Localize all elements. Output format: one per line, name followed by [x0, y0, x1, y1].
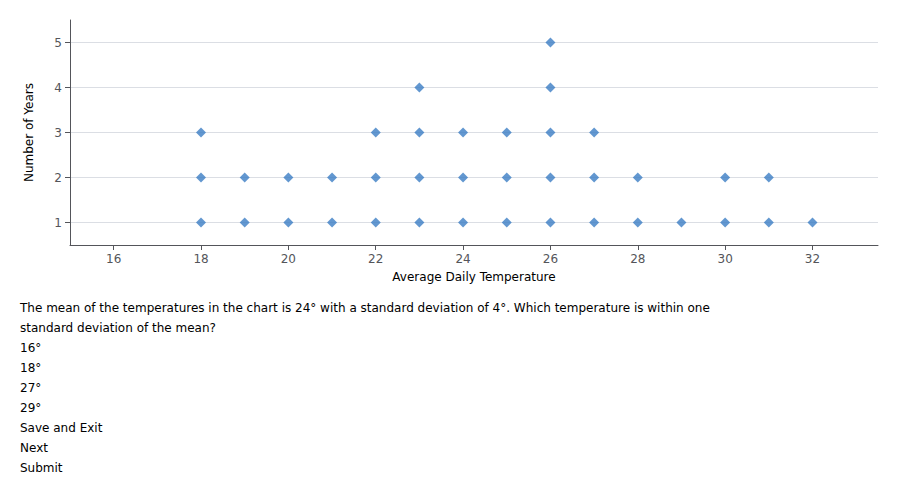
svg-text:26: 26	[543, 252, 558, 266]
svg-text:29°: 29°	[20, 401, 41, 415]
svg-text:standard deviation of the mean: standard deviation of the mean?	[20, 321, 216, 335]
svg-text:16°: 16°	[20, 341, 41, 355]
svg-text:27°: 27°	[20, 381, 41, 395]
svg-text:28: 28	[630, 252, 645, 266]
svg-text:5: 5	[54, 36, 62, 50]
svg-text:18°: 18°	[20, 361, 41, 375]
svg-text:18: 18	[193, 252, 208, 266]
svg-text:Submit: Submit	[20, 461, 63, 475]
svg-text:3: 3	[54, 126, 62, 140]
svg-text:1: 1	[54, 216, 62, 230]
svg-text:22: 22	[368, 252, 383, 266]
svg-text:The mean of the temperatures i: The mean of the temperatures in the char…	[19, 301, 710, 315]
svg-text:Save and Exit: Save and Exit	[20, 421, 103, 435]
svg-text:30: 30	[717, 252, 732, 266]
svg-text:2: 2	[54, 171, 62, 185]
svg-text:16: 16	[106, 252, 121, 266]
svg-text:24: 24	[455, 252, 470, 266]
svg-text:32: 32	[805, 252, 820, 266]
svg-text:4: 4	[54, 81, 62, 95]
svg-text:20: 20	[281, 252, 296, 266]
svg-text:Average Daily Temperature: Average Daily Temperature	[392, 270, 555, 284]
svg-text:Next: Next	[20, 441, 48, 455]
svg-text:Number of Years: Number of Years	[22, 83, 36, 182]
